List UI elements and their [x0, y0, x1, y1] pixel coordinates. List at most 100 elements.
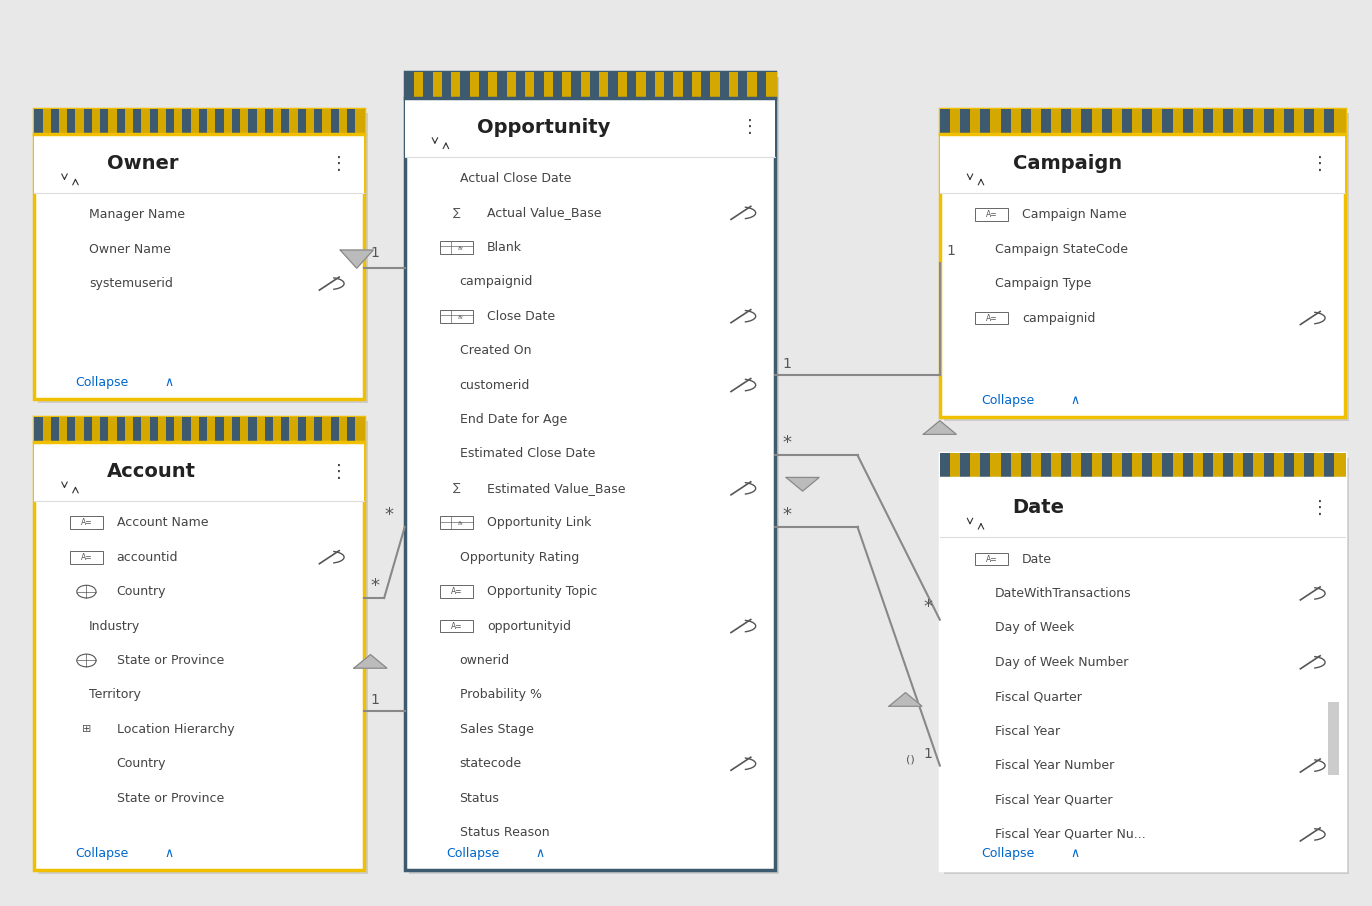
Bar — [729, 72, 740, 98]
Text: Fiscal Year: Fiscal Year — [995, 725, 1059, 737]
Bar — [479, 72, 490, 98]
Text: Collapse: Collapse — [446, 847, 499, 860]
Bar — [970, 453, 982, 478]
Bar — [701, 72, 712, 98]
Bar — [1254, 109, 1265, 134]
Bar — [314, 109, 324, 134]
Text: fx: fx — [458, 246, 464, 251]
Bar — [1254, 453, 1265, 478]
Bar — [281, 109, 291, 134]
Polygon shape — [889, 692, 922, 707]
Text: statecode: statecode — [460, 757, 521, 770]
FancyBboxPatch shape — [38, 113, 368, 403]
Text: ∑: ∑ — [453, 483, 461, 494]
Bar — [980, 453, 992, 478]
Bar — [608, 72, 619, 98]
Bar — [461, 72, 471, 98]
Text: Close Date: Close Date — [487, 310, 556, 323]
Text: ∧: ∧ — [1070, 847, 1080, 860]
Text: ∧: ∧ — [165, 847, 174, 860]
Bar — [405, 98, 775, 157]
Bar — [150, 417, 159, 442]
Bar — [43, 109, 52, 134]
Bar — [506, 72, 517, 98]
Text: Status: Status — [460, 792, 499, 805]
Text: ⊞: ⊞ — [82, 724, 91, 735]
FancyBboxPatch shape — [34, 109, 364, 399]
Bar — [1030, 109, 1043, 134]
Bar — [1011, 109, 1022, 134]
Bar — [738, 72, 749, 98]
Text: Opportunity: Opportunity — [477, 118, 611, 137]
Bar — [1000, 109, 1013, 134]
Bar — [1041, 109, 1052, 134]
Bar — [451, 72, 461, 98]
Bar — [1243, 453, 1255, 478]
Bar — [748, 72, 759, 98]
Bar — [1132, 109, 1144, 134]
Bar — [719, 72, 730, 98]
Bar — [182, 109, 192, 134]
Bar — [1000, 453, 1013, 478]
Text: systemuserid: systemuserid — [89, 277, 173, 290]
Text: Opportunity Topic: Opportunity Topic — [487, 585, 597, 598]
FancyBboxPatch shape — [940, 453, 1345, 870]
Bar — [257, 109, 266, 134]
Bar — [1111, 109, 1124, 134]
Bar — [991, 109, 1002, 134]
Text: Actual Value_Base: Actual Value_Base — [487, 207, 601, 219]
Bar — [322, 417, 332, 442]
FancyBboxPatch shape — [34, 417, 364, 870]
Bar — [1092, 109, 1103, 134]
Text: Fiscal Quarter: Fiscal Quarter — [995, 690, 1081, 703]
Bar — [949, 453, 962, 478]
Bar — [355, 417, 365, 442]
Bar — [1203, 109, 1214, 134]
Bar — [331, 417, 340, 442]
Bar — [59, 109, 69, 134]
Bar — [34, 134, 364, 193]
Text: ∧: ∧ — [1070, 394, 1080, 407]
Bar — [108, 109, 118, 134]
Bar — [1092, 453, 1103, 478]
Bar — [543, 72, 554, 98]
Bar — [1062, 109, 1073, 134]
Bar — [322, 109, 332, 134]
Bar — [232, 109, 241, 134]
Text: A=: A= — [451, 622, 462, 631]
Bar — [1081, 109, 1093, 134]
Text: A=: A= — [81, 518, 92, 527]
Bar — [125, 109, 134, 134]
FancyBboxPatch shape — [405, 72, 775, 870]
Bar — [949, 109, 962, 134]
Bar — [347, 417, 357, 442]
Bar — [1152, 109, 1163, 134]
Bar — [100, 109, 110, 134]
Bar — [1264, 109, 1275, 134]
Bar — [34, 442, 364, 501]
Bar — [1041, 453, 1052, 478]
Text: ⋮: ⋮ — [329, 155, 348, 172]
Polygon shape — [786, 477, 819, 491]
Text: Collapse: Collapse — [75, 376, 129, 389]
Text: ⋮: ⋮ — [1310, 155, 1329, 172]
Text: ⋮: ⋮ — [741, 119, 760, 136]
Bar — [331, 109, 340, 134]
Bar — [117, 417, 126, 442]
Bar — [265, 109, 274, 134]
Bar — [1233, 453, 1244, 478]
Bar — [125, 417, 134, 442]
Text: Territory: Territory — [89, 689, 141, 701]
Bar — [51, 417, 60, 442]
Text: End Date for Age: End Date for Age — [460, 413, 567, 426]
Bar — [306, 417, 316, 442]
Bar — [1111, 453, 1124, 478]
Bar — [1324, 453, 1336, 478]
Bar — [1224, 109, 1235, 134]
Bar — [265, 417, 274, 442]
Bar — [133, 109, 143, 134]
Bar — [590, 72, 601, 98]
Bar — [711, 72, 722, 98]
Bar — [207, 109, 217, 134]
Bar — [1142, 109, 1154, 134]
